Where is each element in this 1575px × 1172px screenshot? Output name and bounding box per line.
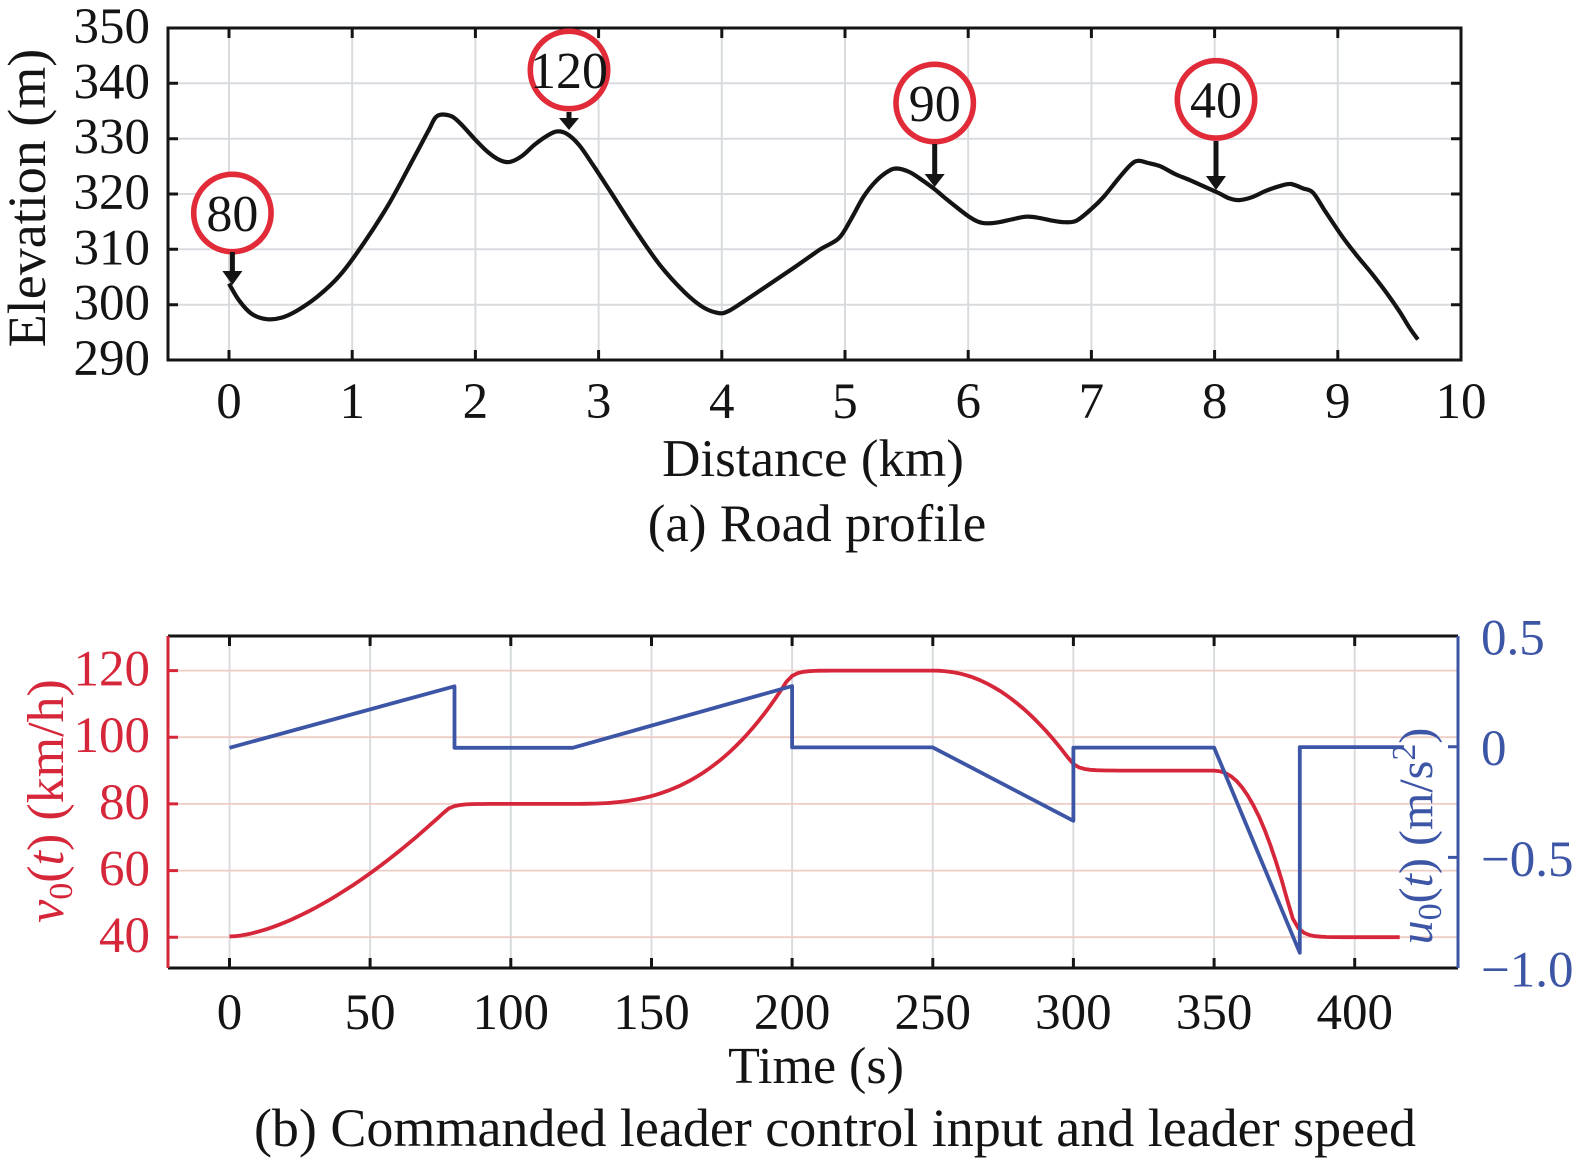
svg-text:100: 100: [473, 985, 550, 1041]
svg-text:100: 100: [74, 708, 151, 764]
svg-text:350: 350: [1176, 985, 1253, 1041]
svg-text:9: 9: [1325, 374, 1351, 430]
svg-text:320: 320: [74, 165, 151, 221]
svg-text:330: 330: [74, 110, 151, 166]
svg-text:10: 10: [1436, 374, 1487, 430]
svg-text:0.5: 0.5: [1481, 611, 1545, 667]
svg-text:290: 290: [74, 331, 151, 387]
svg-text:400: 400: [1316, 985, 1393, 1041]
svg-text:5: 5: [832, 374, 858, 430]
svg-text:0: 0: [1481, 721, 1507, 777]
svg-text:2: 2: [463, 374, 489, 430]
svg-text:v0(t) (km/h): v0(t) (km/h): [18, 679, 80, 923]
svg-text:40: 40: [99, 908, 150, 964]
svg-text:3: 3: [586, 374, 612, 430]
svg-text:200: 200: [754, 985, 831, 1041]
svg-text:90: 90: [909, 76, 961, 133]
svg-text:Elevation (m): Elevation (m): [0, 49, 57, 347]
svg-text:4: 4: [709, 374, 735, 430]
svg-text:250: 250: [895, 985, 972, 1041]
svg-text:Distance (km): Distance (km): [662, 430, 964, 488]
svg-text:310: 310: [74, 220, 151, 276]
svg-text:1: 1: [339, 374, 365, 430]
svg-text:40: 40: [1190, 72, 1242, 129]
svg-text:8: 8: [1202, 374, 1228, 430]
svg-text:Time (s): Time (s): [728, 1038, 904, 1095]
svg-text:120: 120: [74, 642, 151, 698]
svg-text:50: 50: [345, 985, 396, 1041]
svg-text:300: 300: [74, 276, 151, 332]
svg-text:150: 150: [613, 985, 690, 1041]
svg-text:60: 60: [99, 842, 150, 898]
svg-text:0: 0: [216, 374, 242, 430]
svg-text:300: 300: [1035, 985, 1112, 1041]
svg-text:u0(t) (m/s2): u0(t) (m/s2): [1386, 728, 1449, 945]
svg-text:−1.0: −1.0: [1481, 943, 1574, 999]
svg-text:120: 120: [530, 43, 608, 100]
svg-text:80: 80: [99, 775, 150, 831]
svg-text:(b) Commanded leader control i: (b) Commanded leader control input and l…: [254, 1098, 1416, 1158]
svg-text:6: 6: [955, 374, 981, 430]
svg-text:7: 7: [1079, 374, 1105, 430]
svg-text:340: 340: [74, 54, 151, 110]
svg-text:−0.5: −0.5: [1481, 832, 1574, 888]
svg-text:0: 0: [217, 985, 243, 1041]
svg-text:350: 350: [74, 0, 151, 55]
svg-text:80: 80: [206, 186, 258, 243]
svg-text:(a) Road profile: (a) Road profile: [648, 495, 986, 553]
